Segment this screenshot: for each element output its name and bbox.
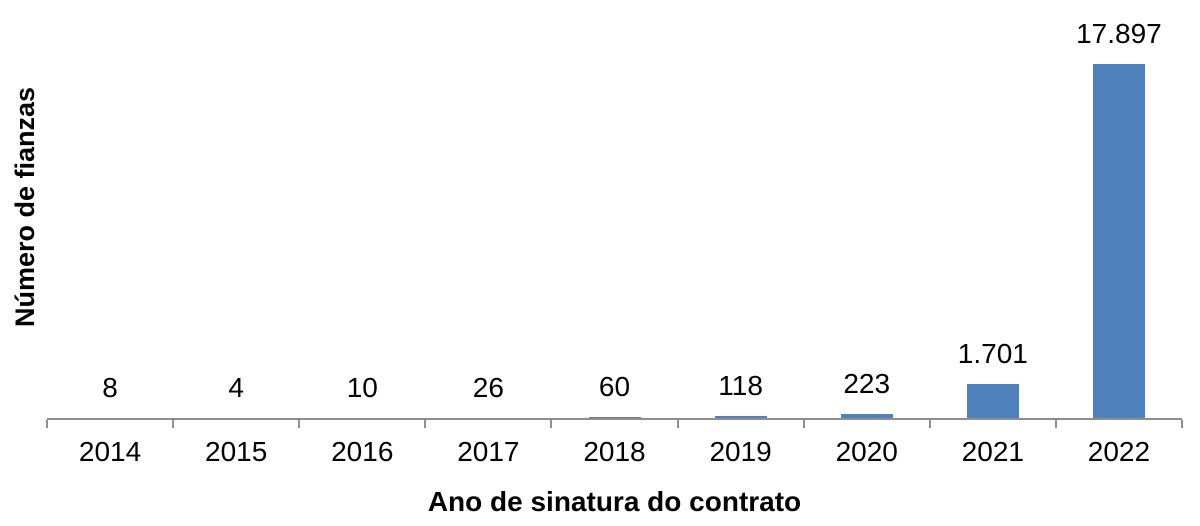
bar-value-label: 60 — [598, 370, 631, 402]
bar-value-label: 118 — [718, 369, 763, 401]
x-axis-tick — [298, 420, 300, 428]
x-category-label: 2022 — [1087, 436, 1151, 467]
x-axis-tick — [46, 420, 48, 428]
bar-value-label: 26 — [472, 372, 504, 403]
bar-value-label: 17.897 — [1076, 18, 1162, 49]
x-axis-tick — [677, 420, 679, 428]
bar-value-label: 1.701 — [957, 338, 1028, 370]
x-category-label: 2020 — [835, 436, 898, 467]
bar-2020 — [840, 413, 893, 418]
x-category-label: 2018 — [583, 436, 646, 467]
plot-area: 8 2014 4 2015 10 2016 26 2017 60 2018 118 2019 223 20… — [46, 0, 1183, 466]
x-category-label: 2015 — [205, 436, 268, 467]
x-axis-tick — [1181, 420, 1183, 428]
x-axis-tick — [172, 420, 174, 428]
bar-value-label: 223 — [843, 367, 891, 399]
x-category-label: 2017 — [457, 436, 520, 467]
bar-value-label: 4 — [228, 372, 244, 403]
x-axis-tick — [803, 420, 805, 428]
x-category-label: 2019 — [709, 436, 772, 467]
bar-2019 — [714, 415, 767, 418]
x-axis-tick — [1055, 420, 1057, 428]
x-axis-title: Ano de sinatura do contrato — [427, 486, 802, 517]
x-axis-tick — [929, 420, 931, 428]
bar-2022 — [1092, 64, 1145, 418]
y-axis-title: Número de fianzas — [10, 86, 40, 328]
x-category-label: 2021 — [961, 436, 1024, 467]
x-axis-tick — [424, 420, 426, 428]
bar-value-label: 8 — [102, 372, 118, 403]
x-category-label: 2016 — [331, 436, 394, 467]
bar-2018 — [588, 416, 641, 418]
x-axis-tick — [550, 420, 552, 428]
bar-value-label: 10 — [346, 372, 378, 403]
x-axis-line — [47, 418, 1182, 420]
x-category-label: 2014 — [78, 436, 142, 467]
bar-2021 — [966, 384, 1019, 418]
